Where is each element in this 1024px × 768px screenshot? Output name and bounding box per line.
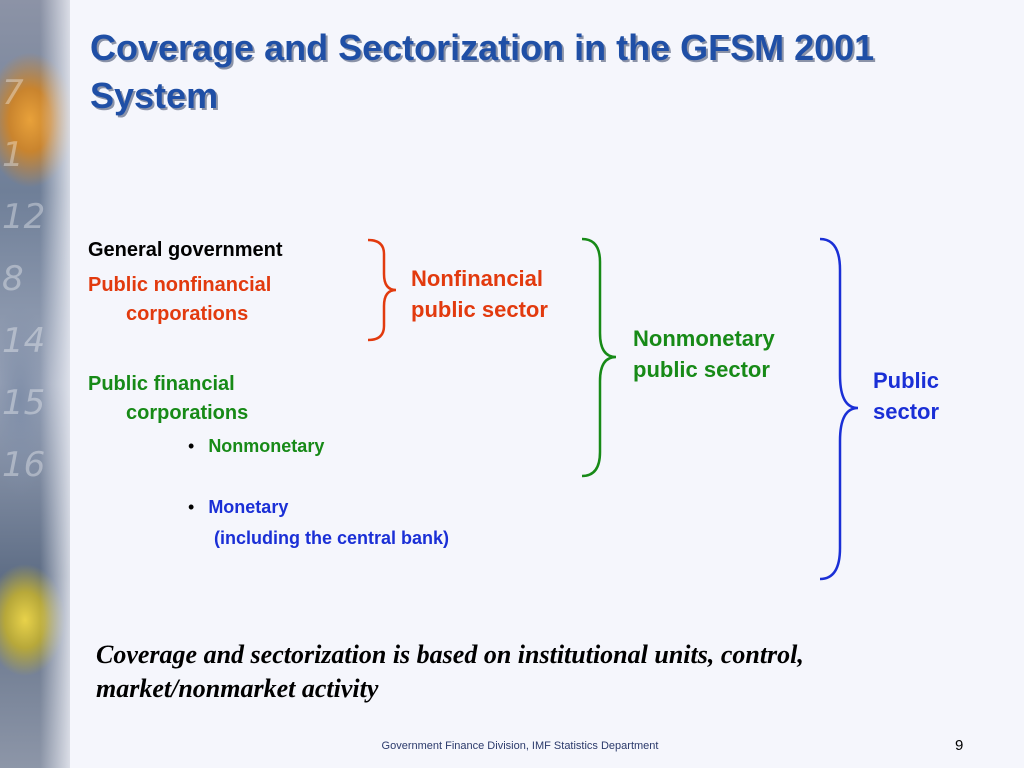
red-brace (367, 238, 397, 342)
slide-title: Coverage and Sectorization in the GFSM 2… (90, 27, 875, 116)
bullet-monetary: • Monetary (188, 494, 288, 520)
nonfinancial-line1: Nonfinancial (411, 266, 544, 291)
page-number: 9 (955, 737, 964, 754)
bottom-note: Coverage and sectorization is based on i… (96, 640, 804, 703)
general-government-label: General government (88, 239, 283, 261)
green-brace (581, 237, 617, 478)
pnfc-line2: corporations (126, 303, 249, 325)
bullet-dot: • (188, 497, 195, 517)
item-general-government: General government (88, 236, 283, 265)
nonmonetary-line1: Nonmonetary (633, 326, 775, 351)
public-line1: Public (873, 368, 940, 393)
nonfinancial-line2: public sector (411, 297, 548, 322)
blue-brace (819, 237, 859, 581)
pnfc-line1: Public nonfinancial (88, 274, 272, 296)
public-line2: sector (873, 399, 940, 424)
bullet-nonmonetary: • Nonmonetary (188, 433, 324, 459)
pfc-line1: Public financial (88, 373, 235, 395)
monetary-note: (including the central bank) (214, 528, 450, 548)
decorative-fade (40, 0, 80, 768)
decorative-digits: 7 1 12 8 14 15 16 (2, 73, 46, 485)
pfc-line2: corporations (126, 402, 249, 424)
bullet-dot: • (188, 436, 195, 456)
group-nonfinancial-public-sector: Nonfinancial public sector (411, 263, 548, 325)
group-nonmonetary-public-sector: Nonmonetary public sector (633, 323, 775, 385)
footer-text: Government Finance Division, IMF Statist… (381, 740, 659, 752)
item-public-financial-corporations: Public financial corporations (88, 370, 248, 428)
monetary-label: Monetary (208, 497, 289, 517)
nonmonetary-line2: public sector (633, 357, 770, 382)
nonmonetary-label: Nonmonetary (208, 436, 325, 456)
item-public-nonfinancial-corporations: Public nonfinancial corporations (88, 271, 271, 329)
group-public-sector: Public sector (873, 365, 939, 427)
